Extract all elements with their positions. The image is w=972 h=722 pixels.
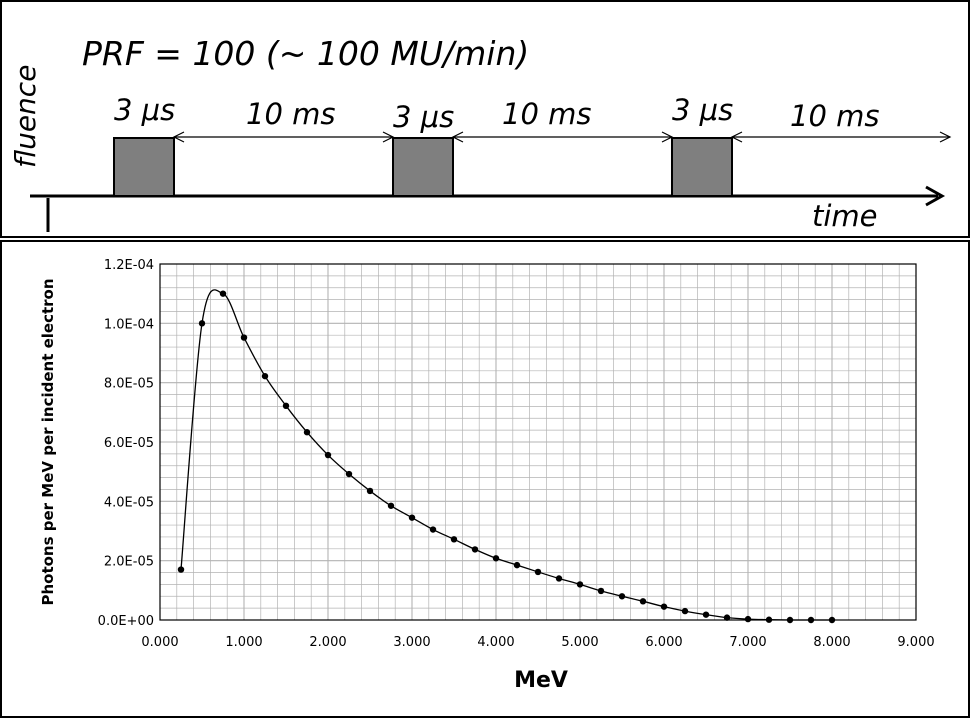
y-tick-labels: 0.0E+00 2.0E-05 4.0E-05 6.0E-05 8.0E-05 1.0E-… <box>98 258 154 629</box>
data-point <box>555 575 563 582</box>
data-point <box>744 615 752 623</box>
data-point <box>786 616 794 624</box>
data-point <box>282 402 290 410</box>
data-point <box>240 334 248 341</box>
x-tick-label: 7.000 <box>729 635 766 650</box>
fluence-axis-label: fluence <box>9 65 42 168</box>
data-point <box>723 614 731 621</box>
data-point <box>576 581 584 588</box>
data-point <box>219 290 227 297</box>
pulse-1 <box>113 137 175 197</box>
data-point <box>597 587 605 595</box>
data-point <box>660 603 668 610</box>
interval-arrow-2 <box>451 131 674 143</box>
y-tick-label: 4.0E-05 <box>104 495 154 510</box>
y-axis-title: Photons per MeV per incident electron <box>39 278 57 605</box>
data-point <box>807 616 815 624</box>
data-point <box>828 616 836 624</box>
data-point <box>471 546 479 553</box>
pulse-2 <box>392 137 454 197</box>
data-point <box>681 607 689 615</box>
data-point <box>198 320 206 327</box>
x-tick-label: 8.000 <box>813 635 850 650</box>
data-point <box>513 561 521 569</box>
data-point <box>408 514 416 521</box>
pulse-width-label-2: 3 μs <box>393 100 454 134</box>
x-tick-label: 4.000 <box>477 635 514 650</box>
interval-arrow-3 <box>730 131 952 143</box>
pulse-3 <box>671 137 733 197</box>
y-tick-label: 8.0E-05 <box>104 377 154 392</box>
y-tick-label: 1.0E-04 <box>104 317 154 332</box>
x-tick-label: 9.000 <box>897 635 934 650</box>
data-point <box>639 598 647 605</box>
y-tick-label: 6.0E-05 <box>104 436 154 451</box>
spectrum-data-points <box>177 290 836 624</box>
y-tick-label: 0.0E+00 <box>98 614 154 629</box>
chart-frame <box>0 240 970 718</box>
y-tick-label: 1.2E-04 <box>104 258 154 273</box>
pulse-width-label-3: 3 μs <box>672 93 733 127</box>
data-point <box>387 502 395 509</box>
data-point <box>429 526 437 533</box>
data-point <box>324 451 332 459</box>
data-point <box>702 611 710 618</box>
data-point <box>303 429 311 436</box>
time-axis-label: time <box>812 199 878 233</box>
y-tick-label: 2.0E-05 <box>104 555 154 570</box>
prf-title: PRF = 100 (~ 100 MU/min) <box>82 34 529 73</box>
data-point <box>366 487 374 495</box>
data-point <box>492 555 500 562</box>
interval-label-1: 10 ms <box>246 97 335 131</box>
interval-label-2: 10 ms <box>502 97 591 131</box>
interval-arrow-1 <box>172 131 395 143</box>
time-axis-arrowhead <box>925 185 946 207</box>
x-tick-label: 1.000 <box>225 635 262 650</box>
photon-spectrum-chart: 0.0E+00 2.0E-05 4.0E-05 6.0E-05 8.0E-05 1.0E-… <box>0 240 970 718</box>
pulse-timing-panel: PRF = 100 (~ 100 MU/min) fluence time 3 … <box>0 0 970 238</box>
interval-label-3: 10 ms <box>790 99 879 133</box>
data-point <box>618 593 626 600</box>
plot-area-border <box>159 263 917 621</box>
data-point <box>765 616 773 623</box>
spectrum-chart-panel: 0.0E+00 2.0E-05 4.0E-05 6.0E-05 8.0E-05 1.0E-… <box>0 240 970 718</box>
x-tick-label: 2.000 <box>309 635 346 650</box>
data-point <box>177 566 185 573</box>
x-axis-title: MeV <box>514 668 568 693</box>
x-tick-label: 5.000 <box>561 635 598 650</box>
x-tick-labels: 0.000 1.000 2.000 3.000 4.000 5.000 6.000 7.000… <box>141 635 934 650</box>
pulse-timing-diagram: PRF = 100 (~ 100 MU/min) fluence time 3 … <box>0 0 970 238</box>
data-point <box>450 536 458 543</box>
chart-grid <box>160 264 916 620</box>
pulse-panel-frame <box>0 0 970 238</box>
data-point <box>345 470 353 478</box>
x-tick-label: 0.000 <box>141 635 178 650</box>
x-tick-label: 6.000 <box>645 635 682 650</box>
data-point <box>261 372 269 380</box>
pulse-width-label-1: 3 μs <box>114 93 175 127</box>
x-tick-label: 3.000 <box>393 635 430 650</box>
data-point <box>534 568 542 576</box>
